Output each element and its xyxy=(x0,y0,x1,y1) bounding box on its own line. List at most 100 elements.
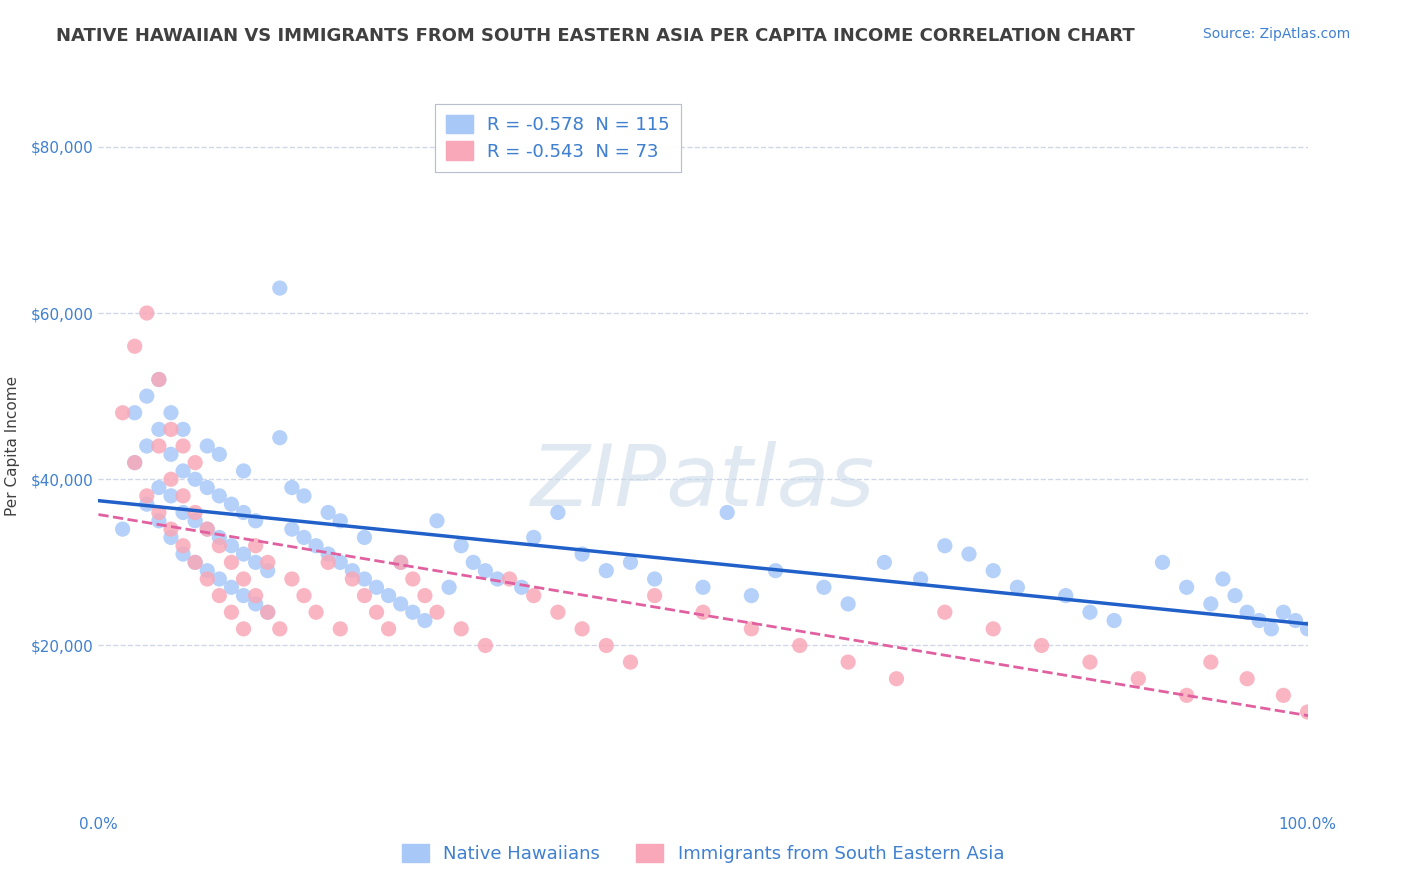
Point xyxy=(135,439,157,453)
Point xyxy=(1344,697,1367,711)
Point xyxy=(256,605,278,619)
Point xyxy=(1223,589,1246,603)
Point xyxy=(195,522,218,536)
Point xyxy=(124,406,146,420)
Text: ZIPatlas: ZIPatlas xyxy=(531,441,875,524)
Point xyxy=(195,564,218,578)
Point xyxy=(644,589,666,603)
Point xyxy=(184,514,207,528)
Legend: Native Hawaiians, Immigrants from South Eastern Asia: Native Hawaiians, Immigrants from South … xyxy=(391,833,1015,874)
Point xyxy=(124,456,146,470)
Point xyxy=(172,489,194,503)
Point xyxy=(148,372,170,386)
Point xyxy=(148,422,170,436)
Point xyxy=(160,530,183,544)
Point xyxy=(1236,672,1258,686)
Point xyxy=(716,506,738,520)
Point xyxy=(692,605,714,619)
Point xyxy=(474,639,496,653)
Point xyxy=(740,589,762,603)
Point xyxy=(1128,672,1150,686)
Point xyxy=(547,506,569,520)
Point xyxy=(172,464,194,478)
Point xyxy=(1296,705,1319,719)
Legend: R = -0.578  N = 115, R = -0.543  N = 73: R = -0.578 N = 115, R = -0.543 N = 73 xyxy=(434,104,681,171)
Point xyxy=(377,589,399,603)
Point xyxy=(353,572,375,586)
Point xyxy=(172,547,194,561)
Point xyxy=(1102,614,1125,628)
Point xyxy=(124,456,146,470)
Point xyxy=(342,564,364,578)
Point xyxy=(135,497,157,511)
Point xyxy=(498,572,520,586)
Point xyxy=(281,481,304,495)
Point xyxy=(195,522,218,536)
Point xyxy=(463,555,485,569)
Point xyxy=(595,639,617,653)
Text: Source: ZipAtlas.com: Source: ZipAtlas.com xyxy=(1202,27,1350,41)
Point xyxy=(160,406,183,420)
Point xyxy=(160,522,183,536)
Point xyxy=(329,622,352,636)
Point xyxy=(305,539,328,553)
Point xyxy=(184,472,207,486)
Point xyxy=(1249,614,1271,628)
Point xyxy=(195,572,218,586)
Point xyxy=(256,605,278,619)
Point xyxy=(316,555,339,569)
Point xyxy=(172,506,194,520)
Point xyxy=(389,555,412,569)
Point xyxy=(342,572,364,586)
Point xyxy=(426,514,449,528)
Point xyxy=(221,555,243,569)
Point xyxy=(135,306,157,320)
Point xyxy=(172,539,194,553)
Point xyxy=(208,572,231,586)
Point xyxy=(981,622,1004,636)
Point xyxy=(292,489,315,503)
Point xyxy=(619,555,641,569)
Point xyxy=(208,589,231,603)
Point xyxy=(329,555,352,569)
Point xyxy=(329,514,352,528)
Point xyxy=(1320,680,1343,694)
Point xyxy=(813,580,835,594)
Point xyxy=(1296,622,1319,636)
Point xyxy=(245,539,267,553)
Point xyxy=(389,555,412,569)
Point xyxy=(837,597,859,611)
Point xyxy=(232,622,254,636)
Point xyxy=(450,622,472,636)
Point xyxy=(160,472,183,486)
Point xyxy=(221,539,243,553)
Point xyxy=(232,506,254,520)
Point xyxy=(232,547,254,561)
Point xyxy=(256,555,278,569)
Point xyxy=(135,389,157,403)
Point xyxy=(510,580,533,594)
Point xyxy=(245,514,267,528)
Point xyxy=(208,539,231,553)
Point xyxy=(474,564,496,578)
Point xyxy=(886,672,908,686)
Point xyxy=(269,431,291,445)
Point xyxy=(740,622,762,636)
Point xyxy=(1007,580,1029,594)
Point xyxy=(1199,655,1222,669)
Point xyxy=(523,589,546,603)
Point xyxy=(208,489,231,503)
Point xyxy=(1078,605,1101,619)
Point xyxy=(1199,597,1222,611)
Point xyxy=(184,555,207,569)
Point xyxy=(353,589,375,603)
Point xyxy=(316,547,339,561)
Point xyxy=(232,572,254,586)
Point xyxy=(148,481,170,495)
Point xyxy=(692,580,714,594)
Point xyxy=(426,605,449,619)
Point xyxy=(389,597,412,611)
Point xyxy=(413,614,436,628)
Point xyxy=(1369,705,1392,719)
Point xyxy=(160,422,183,436)
